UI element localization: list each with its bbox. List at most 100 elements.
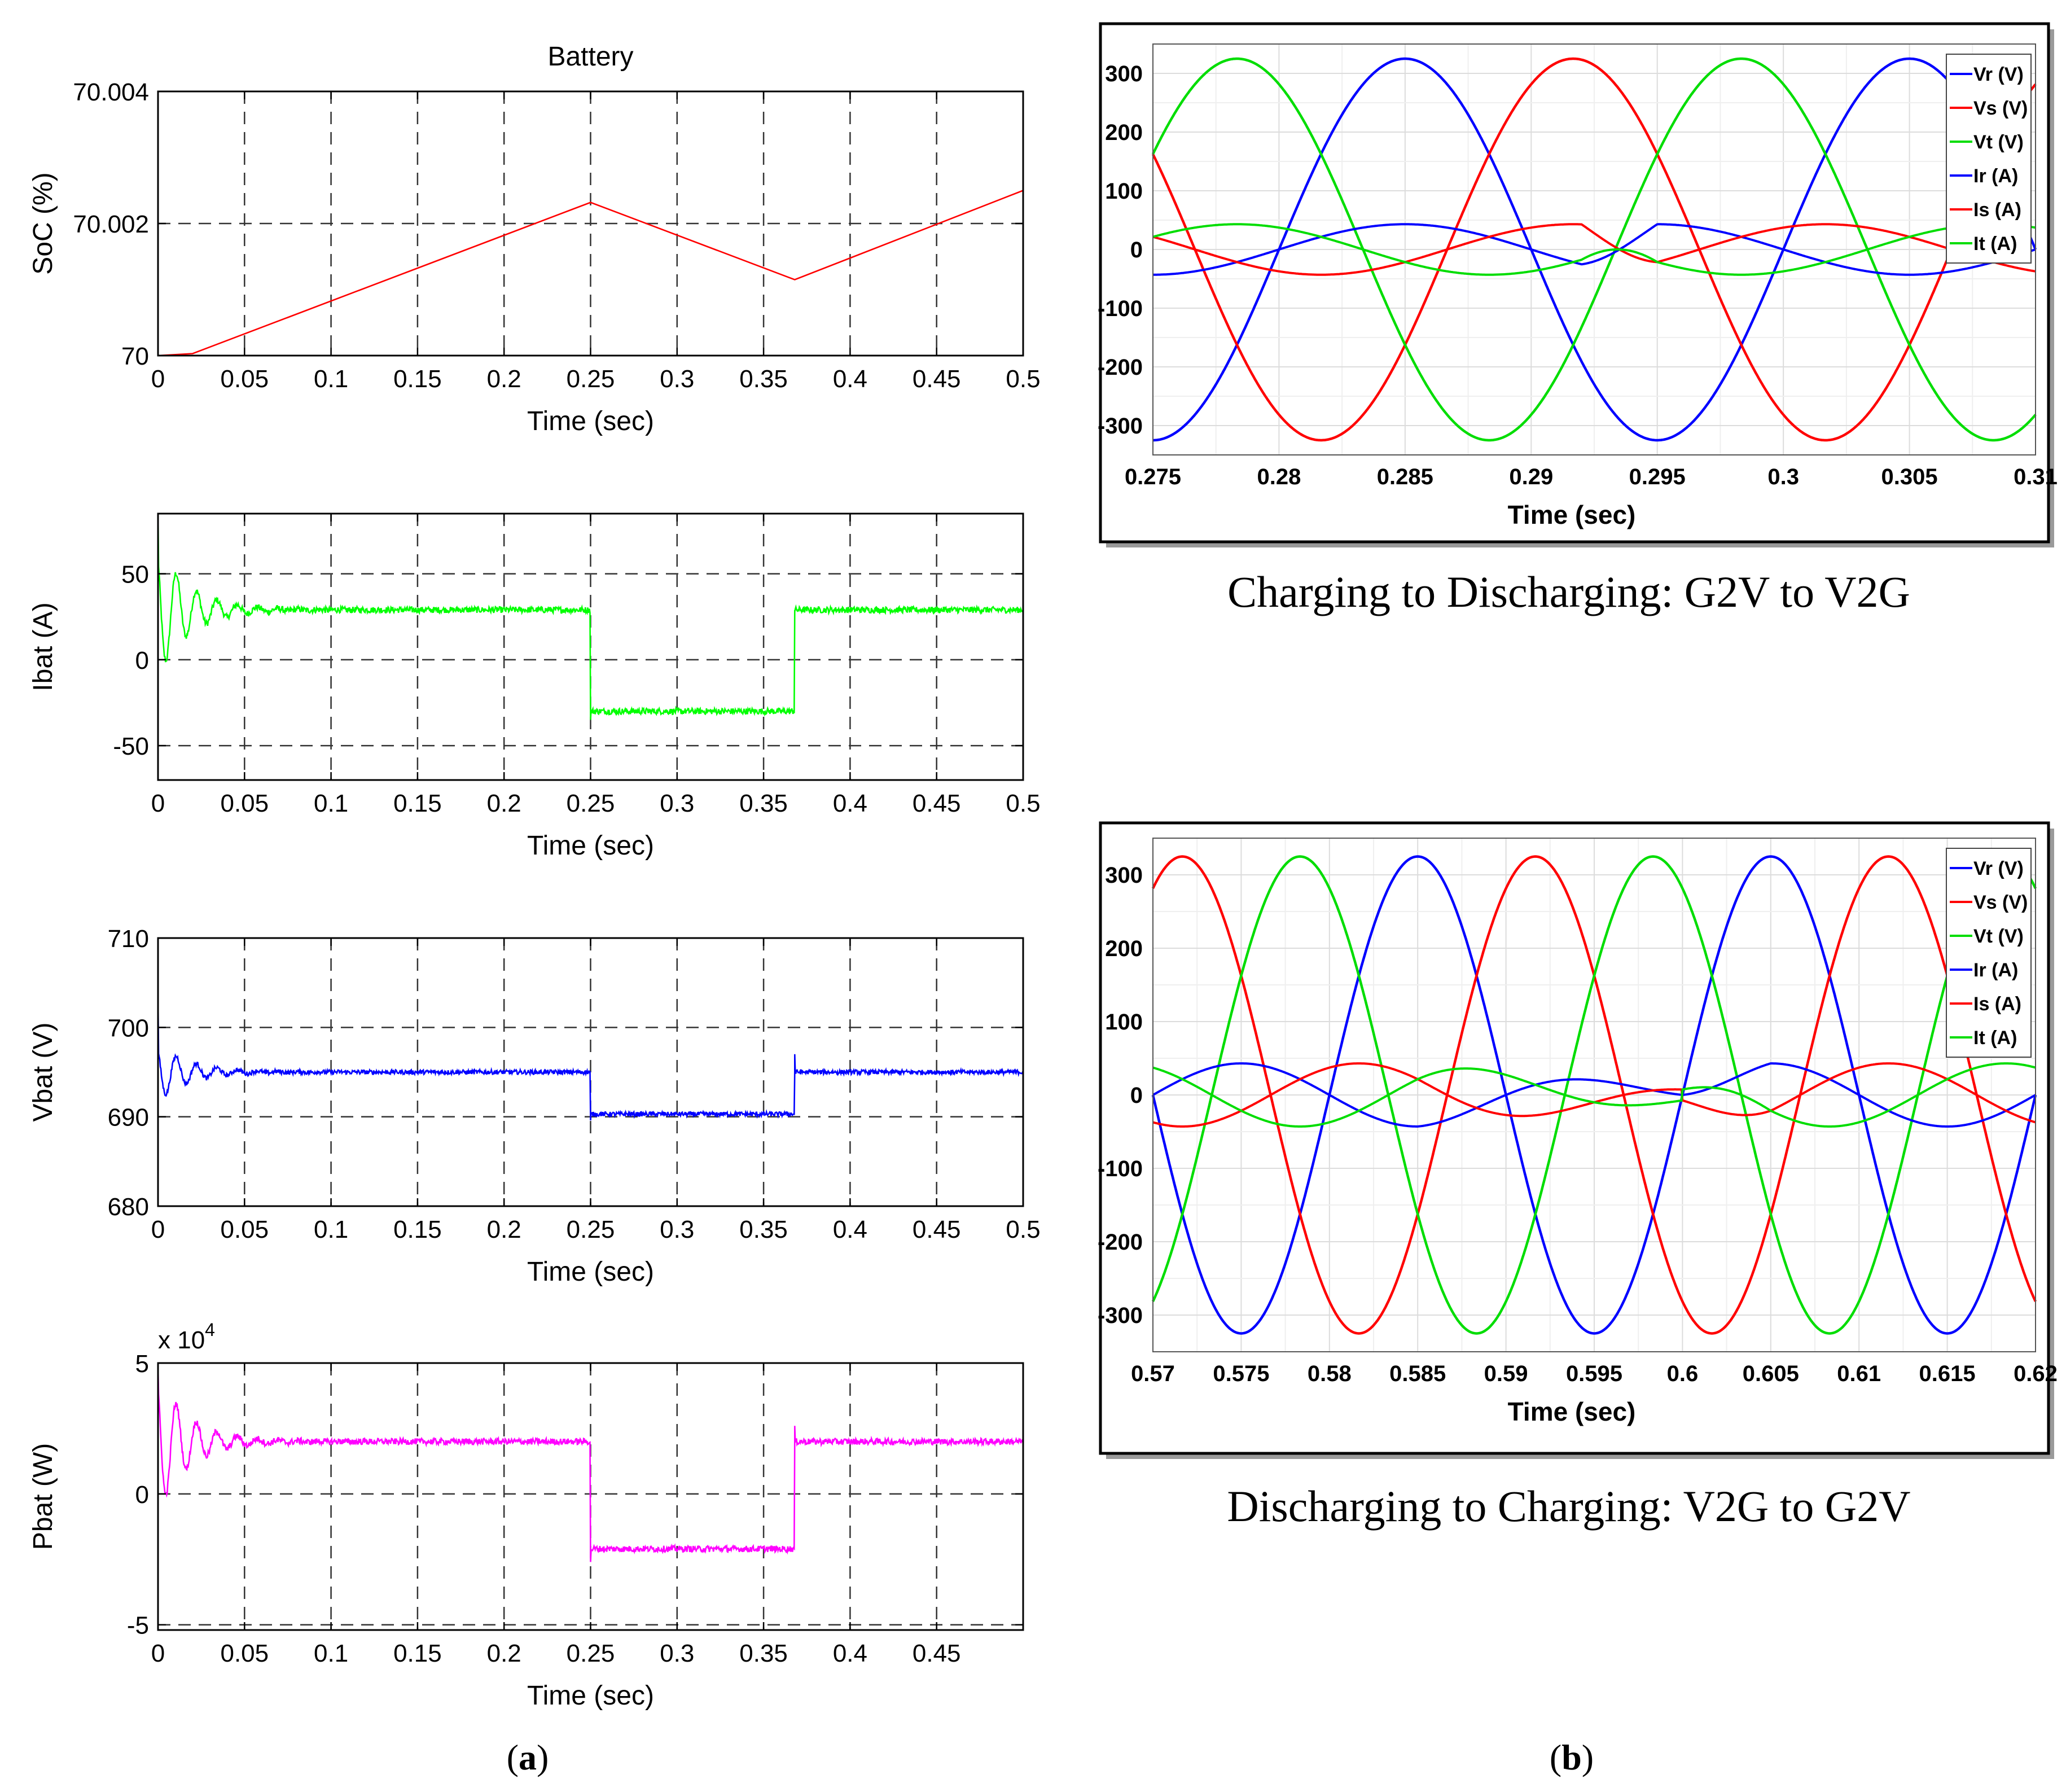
series-line-ir-a- xyxy=(1153,223,2036,276)
y-tick-label: 0 xyxy=(135,1481,149,1509)
x-tick-label: 0.28 xyxy=(1257,465,1301,489)
right-panel-plots: 0.275 0.28 0.285 0.29 0.295 0.3 0.305 0.31 300 20… xyxy=(1098,22,2058,1459)
x-tick-label: 0.05 xyxy=(220,1216,269,1243)
x-tick-label: 0.305 xyxy=(1881,465,1938,489)
x-tick-label: 0.35 xyxy=(739,790,788,817)
x-tick-label: 0.29 xyxy=(1509,465,1553,489)
x-tick-label: 0.45 xyxy=(913,1640,961,1667)
plot-pbat: 0 0.05 0.1 0.15 0.2 0.25 0.3 0.35 0.4 0.45-505Tim… xyxy=(28,1320,1024,1711)
x-tick-label: 0.285 xyxy=(1377,465,1433,489)
y-tick-label: 700 xyxy=(108,1014,149,1042)
x-tick-label: 0.05 xyxy=(220,365,269,393)
y-tick-label: 70.004 xyxy=(73,78,149,106)
x-tick-label: 0.25 xyxy=(567,365,615,393)
y-tick-label: 690 xyxy=(108,1104,149,1132)
y-tick-label: 710 xyxy=(108,925,149,953)
y-tick-label: -200 xyxy=(1098,1230,1143,1255)
legend-entry: It (A) xyxy=(1973,233,2017,255)
y-tick-label: -300 xyxy=(1098,1303,1143,1328)
x-tick-label: 0.5 xyxy=(1006,790,1040,817)
y-tick-label: 100 xyxy=(1105,179,1143,204)
x-tick-label: 0.4 xyxy=(833,1216,867,1243)
legend-box xyxy=(1946,848,2032,1058)
exponent-label: x 104 xyxy=(158,1320,215,1354)
x-tick-label: 0.25 xyxy=(567,1640,615,1667)
y-tick-label: 70 xyxy=(121,343,149,370)
x-tick-label: 0.605 xyxy=(1743,1361,1799,1386)
series-line-vt-v- xyxy=(1151,57,2037,442)
x-axis-label: Time (sec) xyxy=(527,1681,654,1711)
x-tick-label: 0.1 xyxy=(314,1216,348,1243)
x-tick-label: 0.4 xyxy=(833,365,867,393)
x-tick-label: 0.45 xyxy=(913,1216,961,1243)
legend-entry: Vr (V) xyxy=(1973,64,2024,85)
series-line-vs-v- xyxy=(1151,57,2037,442)
x-tick-label: 0.575 xyxy=(1213,1361,1269,1386)
x-tick-label: 0.05 xyxy=(220,790,269,817)
y-axis-label: Pbat (W) xyxy=(28,1443,58,1550)
x-tick-label: 0.5 xyxy=(1006,365,1040,393)
series-line-it-a- xyxy=(1152,1062,2036,1128)
x-tick-label: 0.35 xyxy=(739,1640,788,1667)
x-tick-label: 0.3 xyxy=(1767,465,1799,489)
y-tick-label: 0 xyxy=(1130,238,1143,262)
x-tick-label: 0.2 xyxy=(487,790,521,817)
plot-g2v_v2g: 0.275 0.28 0.285 0.29 0.295 0.3 0.305 0.31 300 20… xyxy=(1098,22,2058,547)
y-tick-label: 300 xyxy=(1105,62,1143,86)
x-tick-label: 0 xyxy=(151,365,165,393)
x-tick-label: 0.615 xyxy=(1919,1361,1976,1386)
y-tick-label: 50 xyxy=(121,561,149,589)
x-tick-label: 0 xyxy=(151,1216,165,1243)
x-tick-label: 0.1 xyxy=(314,1640,348,1667)
x-tick-label: 0.45 xyxy=(913,365,961,393)
y-axis-label: Vbat (V) xyxy=(28,1022,58,1121)
series-line-ibat xyxy=(157,513,1024,720)
legend-entry: Vt (V) xyxy=(1973,926,2024,947)
panel-label-b: (b) xyxy=(1550,1737,1594,1777)
legend-entry: Ir (A) xyxy=(1973,959,2018,981)
x-tick-label: 0.5 xyxy=(1006,1216,1040,1243)
x-tick-label: 0.595 xyxy=(1566,1361,1622,1386)
series-line-vr-v- xyxy=(1153,57,2037,442)
legend-entry: Is (A) xyxy=(1973,993,2021,1015)
x-tick-label: 0.4 xyxy=(833,1640,867,1667)
x-tick-label: 0.585 xyxy=(1389,1361,1446,1386)
y-tick-label: -200 xyxy=(1098,355,1143,380)
x-tick-label: 0.15 xyxy=(393,1216,442,1243)
x-tick-label: 0.59 xyxy=(1484,1361,1528,1386)
legend-entry: Vr (V) xyxy=(1973,858,2024,879)
x-tick-label: 0 xyxy=(151,1640,165,1667)
x-tick-label: 0.25 xyxy=(567,790,615,817)
x-tick-label: 0.25 xyxy=(567,1216,615,1243)
x-tick-label: 0.35 xyxy=(739,1216,788,1243)
x-axis-label: Time (sec) xyxy=(527,831,654,861)
x-axis-label: Time (sec) xyxy=(527,406,654,436)
x-tick-label: 0.58 xyxy=(1308,1361,1352,1386)
series-line-is-a- xyxy=(1152,223,2036,276)
y-tick-label: -300 xyxy=(1098,414,1143,439)
figure-frame xyxy=(1099,821,2050,1455)
x-tick-label: 0.6 xyxy=(1667,1361,1699,1386)
x-tick-label: 0.295 xyxy=(1629,465,1686,489)
y-tick-label: 70.002 xyxy=(73,211,149,238)
plot-vbat: 0 0.05 0.1 0.15 0.2 0.25 0.3 0.35 0.4 0.45 0.5 680 6… xyxy=(28,925,1041,1287)
y-tick-label: -5 xyxy=(127,1612,149,1640)
x-tick-label: 0.45 xyxy=(913,790,961,817)
legend-box xyxy=(1946,54,2032,264)
legend-entry: Vs (V) xyxy=(1973,892,2028,913)
plot-ibat: 0 0.05 0.1 0.15 0.2 0.25 0.3 0.35 0.4 0.45 0.5 -50 0… xyxy=(28,512,1041,861)
panel-label-a: (a) xyxy=(507,1737,549,1777)
x-tick-label: 0.15 xyxy=(393,1640,442,1667)
x-tick-label: 0.05 xyxy=(220,1640,269,1667)
legend-entry: It (A) xyxy=(1973,1027,2017,1049)
caption-g2v-to-v2g: Charging to Discharging: G2V to V2G xyxy=(1227,567,1910,616)
x-axis-label: Time (sec) xyxy=(1508,1397,1636,1426)
x-tick-label: 0.62 xyxy=(2014,1361,2058,1386)
x-tick-label: 0.3 xyxy=(660,1640,694,1667)
x-tick-label: 0.2 xyxy=(487,365,521,393)
x-tick-label: 0 xyxy=(151,790,165,817)
y-tick-label: 200 xyxy=(1105,936,1143,961)
x-tick-label: 0.1 xyxy=(314,365,348,393)
y-axis-label: SoC (%) xyxy=(28,172,58,274)
y-tick-label: -100 xyxy=(1098,1156,1143,1181)
